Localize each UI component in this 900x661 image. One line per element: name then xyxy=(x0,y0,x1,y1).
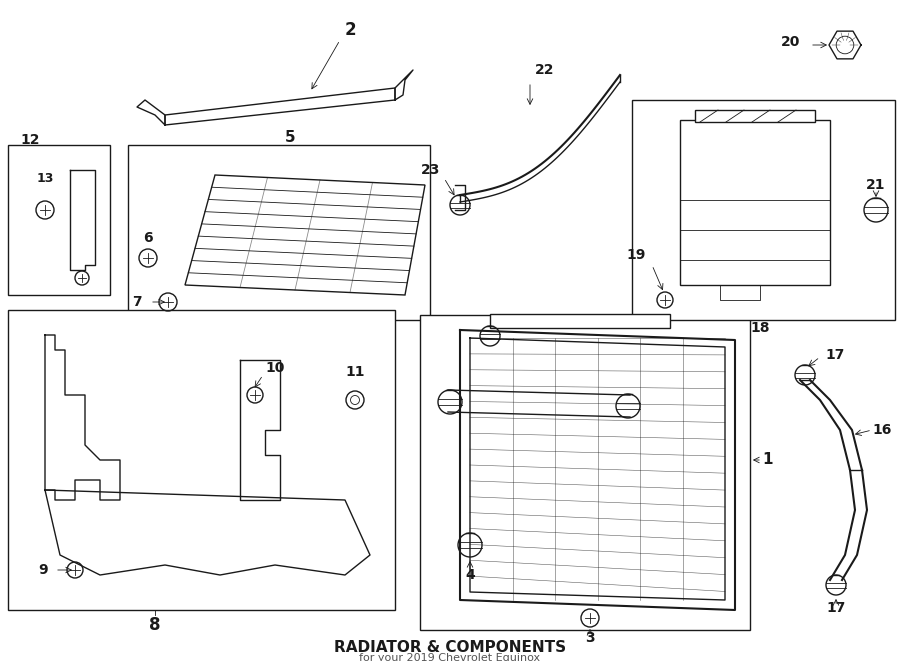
Text: 12: 12 xyxy=(20,133,40,147)
Text: 5: 5 xyxy=(284,130,295,145)
Text: 17: 17 xyxy=(826,601,846,615)
Bar xyxy=(680,120,830,285)
Text: 20: 20 xyxy=(780,35,800,49)
Text: 9: 9 xyxy=(39,563,48,577)
Text: 7: 7 xyxy=(132,295,142,309)
Text: 1: 1 xyxy=(762,453,772,467)
Text: 4: 4 xyxy=(465,568,475,582)
Text: 16: 16 xyxy=(872,423,891,437)
Bar xyxy=(128,145,430,320)
Bar xyxy=(632,100,895,320)
Text: 10: 10 xyxy=(265,361,284,375)
Text: 15: 15 xyxy=(638,353,658,367)
Text: 6: 6 xyxy=(143,231,153,245)
Text: RADIATOR & COMPONENTS: RADIATOR & COMPONENTS xyxy=(334,641,566,656)
Bar xyxy=(695,110,815,122)
Text: 13: 13 xyxy=(36,171,54,184)
Text: 8: 8 xyxy=(149,616,161,634)
Text: 18: 18 xyxy=(751,321,770,335)
Text: 11: 11 xyxy=(346,365,365,379)
Text: for your 2019 Chevrolet Equinox: for your 2019 Chevrolet Equinox xyxy=(359,653,541,661)
Text: 17: 17 xyxy=(825,348,844,362)
Text: 15: 15 xyxy=(422,353,442,367)
Text: 3: 3 xyxy=(585,631,595,645)
Text: 22: 22 xyxy=(536,63,554,77)
Text: 2: 2 xyxy=(344,21,356,39)
Text: 19: 19 xyxy=(626,248,646,262)
Bar xyxy=(490,314,670,328)
Bar xyxy=(8,145,110,295)
Bar xyxy=(8,310,395,610)
Text: 23: 23 xyxy=(420,163,440,177)
Text: 21: 21 xyxy=(866,178,886,192)
Bar xyxy=(420,315,750,630)
Text: 14: 14 xyxy=(520,423,540,437)
